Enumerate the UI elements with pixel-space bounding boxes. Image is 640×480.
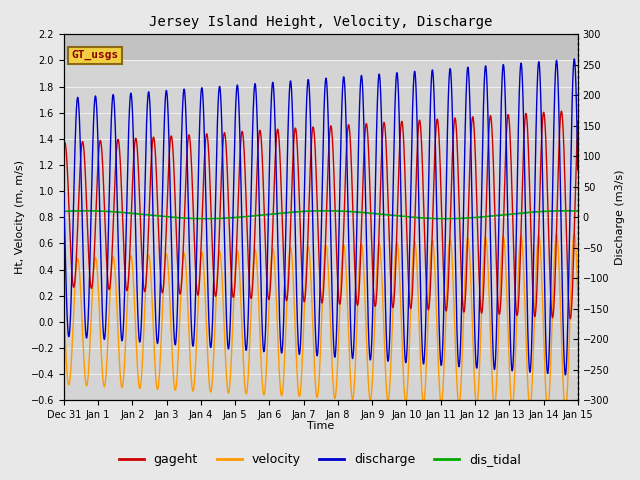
discharge	[535, 60, 543, 65]
velocity	[327, 332, 335, 337]
Y-axis label: Discharge (m3/s): Discharge (m3/s)	[615, 169, 625, 265]
Text: GT_usgs: GT_usgs	[72, 50, 119, 60]
velocity	[535, 232, 543, 238]
gageht	[60, 145, 68, 151]
gageht	[566, 316, 574, 322]
velocity	[570, 230, 578, 236]
velocity	[574, 292, 582, 298]
dis_tidal	[60, 208, 68, 214]
gageht	[535, 236, 543, 241]
gageht	[557, 108, 565, 114]
discharge	[391, 107, 399, 113]
velocity	[229, 321, 237, 327]
dis_tidal	[327, 208, 335, 214]
Title: Jersey Island Height, Velocity, Discharge: Jersey Island Height, Velocity, Discharg…	[149, 15, 493, 29]
discharge	[229, 218, 237, 224]
dis_tidal	[574, 208, 582, 214]
gageht	[229, 293, 237, 299]
Line: discharge: discharge	[64, 59, 578, 375]
discharge	[436, 353, 444, 359]
velocity	[60, 306, 68, 312]
velocity	[561, 407, 569, 413]
discharge	[574, 167, 582, 173]
gageht	[574, 118, 582, 124]
Legend: gageht, velocity, discharge, dis_tidal: gageht, velocity, discharge, dis_tidal	[114, 448, 526, 471]
dis_tidal	[436, 216, 444, 221]
dis_tidal	[535, 209, 543, 215]
gageht	[327, 123, 335, 129]
Line: velocity: velocity	[64, 233, 578, 410]
Line: dis_tidal: dis_tidal	[64, 211, 578, 218]
dis_tidal	[202, 216, 209, 221]
X-axis label: Time: Time	[307, 421, 335, 432]
discharge	[561, 372, 569, 378]
velocity	[391, 260, 399, 265]
Y-axis label: Ht, Velocity (m, m/s): Ht, Velocity (m, m/s)	[15, 160, 25, 274]
discharge	[327, 238, 335, 243]
velocity	[61, 328, 68, 334]
gageht	[61, 140, 68, 145]
dis_tidal	[82, 208, 90, 214]
gageht	[436, 165, 444, 171]
Bar	[64, 35, 578, 60]
discharge	[61, 231, 68, 237]
velocity	[436, 396, 444, 402]
dis_tidal	[61, 208, 68, 214]
discharge	[570, 56, 578, 62]
dis_tidal	[229, 215, 237, 220]
discharge	[60, 189, 68, 195]
Line: gageht: gageht	[64, 111, 578, 319]
gageht	[391, 284, 399, 290]
dis_tidal	[391, 213, 399, 218]
